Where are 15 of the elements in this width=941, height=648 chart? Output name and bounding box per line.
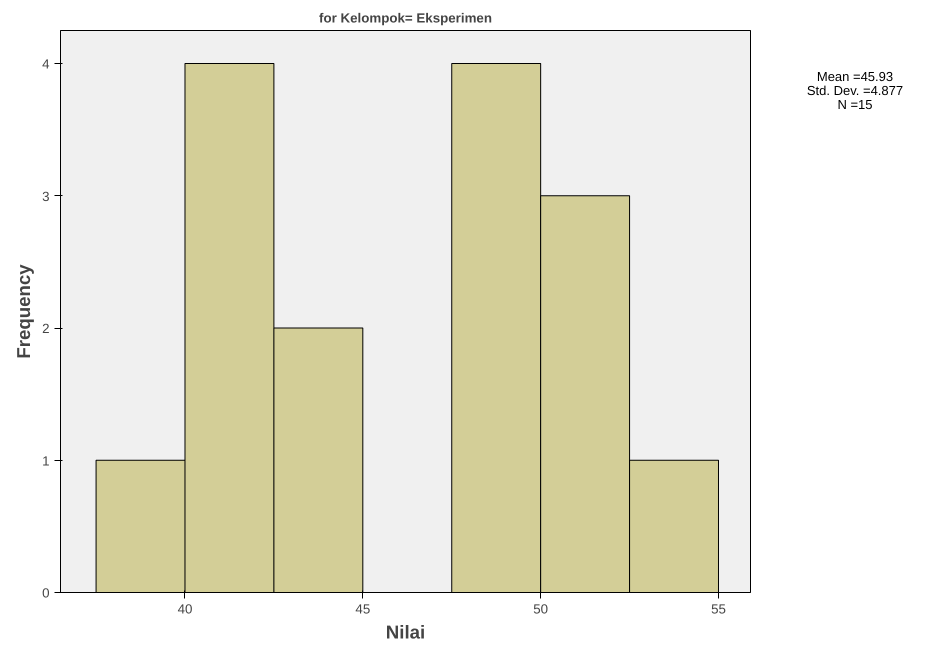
x-tick-label: 45	[355, 602, 370, 616]
chart-title: for Kelompok= Eksperimen	[319, 10, 492, 26]
y-tick-label: 4	[42, 56, 50, 72]
text: N =15	[837, 97, 873, 112]
y-tick-label: 0	[42, 586, 50, 600]
x-axis-title: Nilai	[386, 622, 426, 642]
x-tick-label: 50	[533, 602, 548, 616]
y-tick-label: 3	[42, 188, 50, 204]
y-axis-title: Frequency	[13, 264, 34, 359]
y-tick-label: 2	[42, 321, 50, 336]
text: Mean =45.93	[816, 69, 894, 84]
text: Std. Dev. =4.877	[806, 83, 904, 98]
y-tick-label: 1	[42, 453, 50, 468]
x-tick-label: 40	[178, 602, 192, 616]
x-tick-label: 55	[711, 602, 726, 616]
